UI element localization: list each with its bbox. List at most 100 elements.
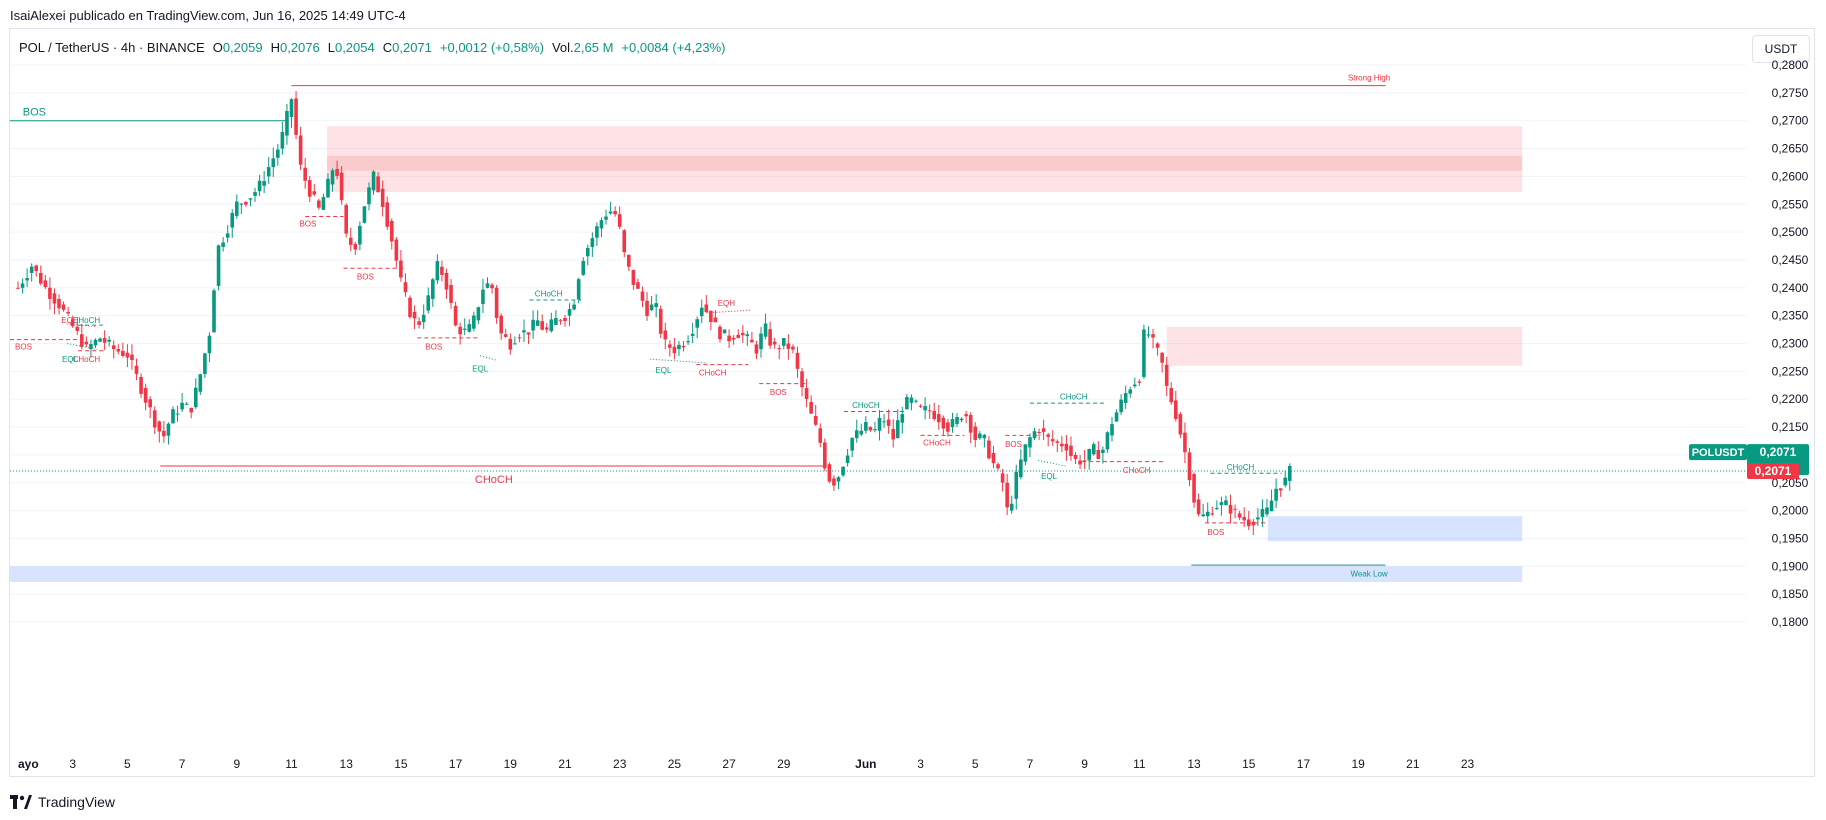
candle: [768, 321, 772, 349]
candle-body: [554, 318, 558, 325]
candle: [312, 183, 317, 197]
candle-body: [544, 327, 549, 330]
tradingview-brand[interactable]: TradingView: [10, 794, 115, 810]
candle-body: [312, 191, 317, 195]
candle: [1169, 382, 1174, 405]
candle-body: [348, 237, 353, 245]
candle-body: [832, 478, 836, 486]
candle: [193, 378, 198, 409]
candle: [435, 254, 440, 285]
candle-body: [791, 346, 795, 350]
candle-body: [48, 287, 52, 299]
candle: [157, 420, 162, 443]
candle-body: [590, 238, 595, 247]
candle: [417, 317, 421, 329]
candle-body: [70, 319, 75, 327]
candle-body: [617, 214, 622, 227]
currency-button[interactable]: USDT: [1752, 35, 1810, 63]
candle-body: [1101, 449, 1105, 454]
candle: [841, 466, 845, 478]
candle: [326, 173, 330, 198]
y-tick-label: 0,2750: [1772, 86, 1809, 100]
candle-body: [1023, 444, 1028, 462]
x-tick-label: 3: [917, 757, 924, 771]
structure-label: BOS: [299, 220, 316, 229]
candle: [923, 397, 927, 420]
candle-body: [1164, 364, 1169, 386]
candle: [1283, 470, 1288, 488]
candle: [654, 294, 658, 318]
candle-body: [1082, 460, 1087, 462]
candle-body: [704, 304, 709, 312]
candle: [98, 337, 102, 343]
candle-body: [1196, 499, 1201, 515]
structure-label: BOS: [1207, 528, 1224, 537]
candle: [431, 277, 435, 307]
candle-body: [1132, 384, 1137, 387]
candle: [148, 396, 152, 419]
candle: [426, 287, 431, 314]
candle-body: [1096, 449, 1101, 459]
candle: [1046, 432, 1050, 447]
candle-body: [772, 341, 777, 345]
candle-body: [462, 328, 467, 330]
candle: [882, 414, 886, 428]
candle: [467, 319, 472, 333]
candle: [307, 176, 312, 202]
equal-level-line: [67, 323, 98, 328]
candle-body: [978, 433, 982, 439]
candle-body: [599, 220, 604, 229]
candle: [695, 316, 699, 339]
candle-body: [75, 326, 80, 331]
x-tick-label: 17: [1297, 757, 1311, 771]
candle-body: [936, 414, 941, 423]
candle-body: [417, 321, 421, 325]
y-tick-label: 0,2150: [1772, 420, 1809, 434]
candle-body: [43, 280, 48, 288]
candle-body: [280, 132, 285, 149]
candle-body: [1064, 443, 1069, 451]
candle-body: [649, 304, 654, 311]
candle-body: [841, 466, 845, 476]
candle-body: [909, 397, 914, 403]
candle: [1032, 427, 1037, 440]
candle: [864, 416, 868, 434]
candle-body: [982, 434, 987, 439]
candle-body: [549, 319, 554, 332]
candle-body: [558, 320, 563, 322]
candle-body: [1142, 329, 1146, 377]
candle: [736, 329, 741, 339]
candle-body: [955, 417, 959, 424]
candle: [608, 201, 613, 215]
candle-body: [1073, 454, 1078, 459]
symbol-title[interactable]: POL / TetherUS · 4h · BINANCE: [19, 40, 205, 55]
candle: [394, 236, 399, 268]
candle: [262, 171, 266, 194]
candle: [535, 310, 540, 327]
y-tick-label: 0,2400: [1772, 281, 1809, 295]
candle-body: [435, 261, 440, 281]
candle: [982, 433, 987, 448]
price-tag-value: 0,2071: [1760, 445, 1797, 459]
candle-body: [754, 344, 759, 354]
y-tick-label: 0,2350: [1772, 309, 1809, 323]
supply-zone: [327, 126, 1523, 192]
candle: [1060, 435, 1064, 453]
candle: [1228, 494, 1233, 524]
candle: [1005, 473, 1009, 516]
candle: [622, 229, 627, 258]
candle: [1178, 411, 1183, 439]
candle: [330, 168, 335, 192]
candle-body: [763, 323, 768, 337]
candle: [248, 197, 253, 207]
candle: [1205, 502, 1210, 523]
candle-body: [490, 284, 494, 289]
candle-body: [80, 334, 84, 347]
candle-body: [257, 180, 262, 192]
candle: [1123, 385, 1128, 409]
candle: [143, 383, 148, 411]
candle-body: [326, 178, 330, 198]
candle-body: [658, 308, 663, 334]
candle: [513, 336, 517, 345]
